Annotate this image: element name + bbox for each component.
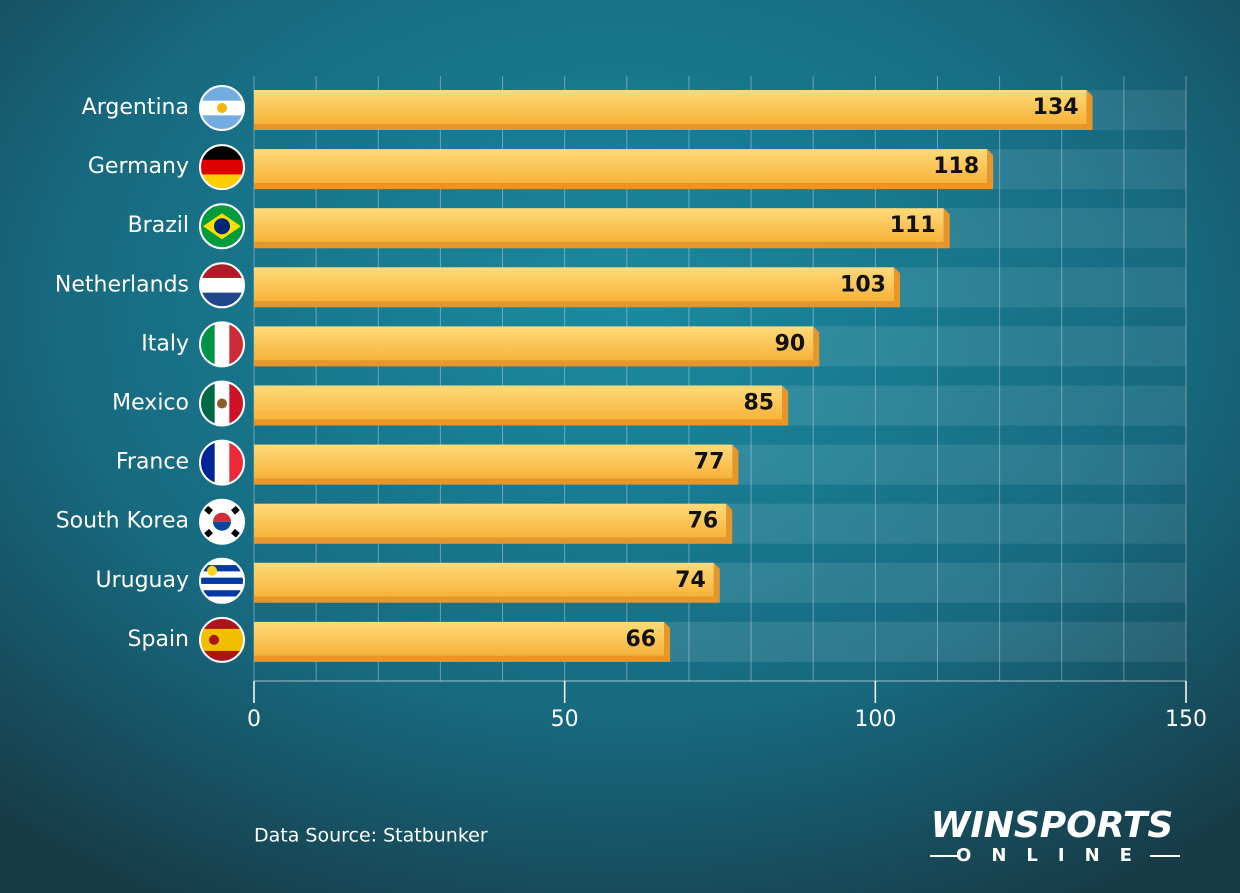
bar-edge [254, 90, 1093, 130]
source: Data Source: Statbunker [254, 825, 488, 847]
flag-stripe [200, 159, 244, 175]
bar [254, 267, 894, 302]
y-tick-label: Italy [141, 331, 189, 356]
x-tick-label: 0 [247, 707, 261, 732]
flag-emblem [209, 634, 219, 645]
bar-edge [254, 621, 671, 662]
value-label: 103 [840, 272, 886, 297]
bar [254, 385, 783, 420]
flag-border [199, 557, 245, 604]
bar [254, 149, 988, 184]
bar-edge [254, 149, 994, 190]
flag-border [199, 321, 245, 368]
value-label: 74 [675, 568, 706, 593]
flag-stripe [200, 571, 244, 579]
value-label: 118 [933, 154, 979, 179]
flag-stripe [200, 617, 244, 630]
flag-border [199, 85, 245, 131]
y-tick-label: South Korea [56, 509, 189, 534]
flag-taegeuk [213, 521, 231, 531]
bar [254, 621, 665, 656]
y-tick-label: Germany [88, 154, 189, 179]
flag-stripe [200, 650, 244, 662]
y-tick-label: France [116, 450, 189, 475]
flag-stripe [200, 583, 244, 591]
flag-emblem [217, 103, 227, 113]
bar [254, 326, 814, 361]
flag-stripe [200, 628, 244, 641]
bar-edge [254, 385, 789, 426]
value-label: 111 [890, 213, 936, 238]
value-label: 134 [1033, 95, 1079, 120]
bar-edge [254, 503, 733, 544]
bar-edge [254, 267, 900, 308]
y-tick-label: Argentina [82, 95, 189, 120]
logo-sub: ONLINE [956, 845, 1152, 866]
y-tick-label: Uruguay [96, 568, 190, 593]
flag-border [199, 144, 245, 191]
flag-stripe [200, 558, 244, 566]
flag [200, 499, 244, 544]
flag-emblem [207, 565, 217, 576]
logo-brand: WINSPORTS [931, 805, 1174, 846]
y-tick-label: Spain [128, 627, 189, 652]
value-label: 85 [744, 391, 775, 416]
flag [200, 617, 244, 662]
flag-stripe [214, 440, 230, 485]
flag-emblem [217, 398, 227, 409]
x-tick-label: 100 [854, 707, 896, 732]
y-tick-label: Mexico [112, 391, 189, 416]
bar [254, 208, 944, 243]
flag-border [199, 262, 245, 309]
flag-taegeuk [213, 512, 231, 522]
flag-stripe [214, 322, 230, 367]
value-label: 66 [625, 627, 656, 652]
bar-edge [254, 208, 950, 249]
flag-stripe [200, 565, 244, 572]
value-label: 90 [775, 331, 806, 356]
bar-edge [254, 326, 820, 367]
bar [254, 503, 727, 538]
flag [200, 263, 244, 308]
flag-stripe [200, 639, 244, 652]
flag [200, 204, 244, 249]
flag-border [199, 380, 245, 427]
bar [254, 444, 733, 479]
flag-stripe [200, 577, 244, 585]
flag [200, 558, 244, 603]
flag-border [199, 439, 245, 486]
flag-border [199, 498, 245, 545]
bar-edge [254, 444, 739, 485]
x-tick-label: 50 [551, 707, 579, 732]
bar-edge [254, 562, 720, 603]
value-label: 77 [694, 450, 725, 475]
y-tick-label: Brazil [128, 213, 189, 238]
bar [254, 90, 1087, 124]
y-tick-label: Netherlands [55, 272, 189, 297]
value-label: 76 [688, 509, 719, 534]
bar [254, 562, 714, 597]
flag-stripe [200, 590, 244, 598]
x-tick-label: 150 [1165, 707, 1207, 732]
flag-stripe [200, 277, 244, 294]
flag-border [199, 616, 245, 663]
flag-globe [214, 218, 230, 235]
flag-stripe [200, 596, 244, 603]
flag-border [199, 203, 245, 250]
